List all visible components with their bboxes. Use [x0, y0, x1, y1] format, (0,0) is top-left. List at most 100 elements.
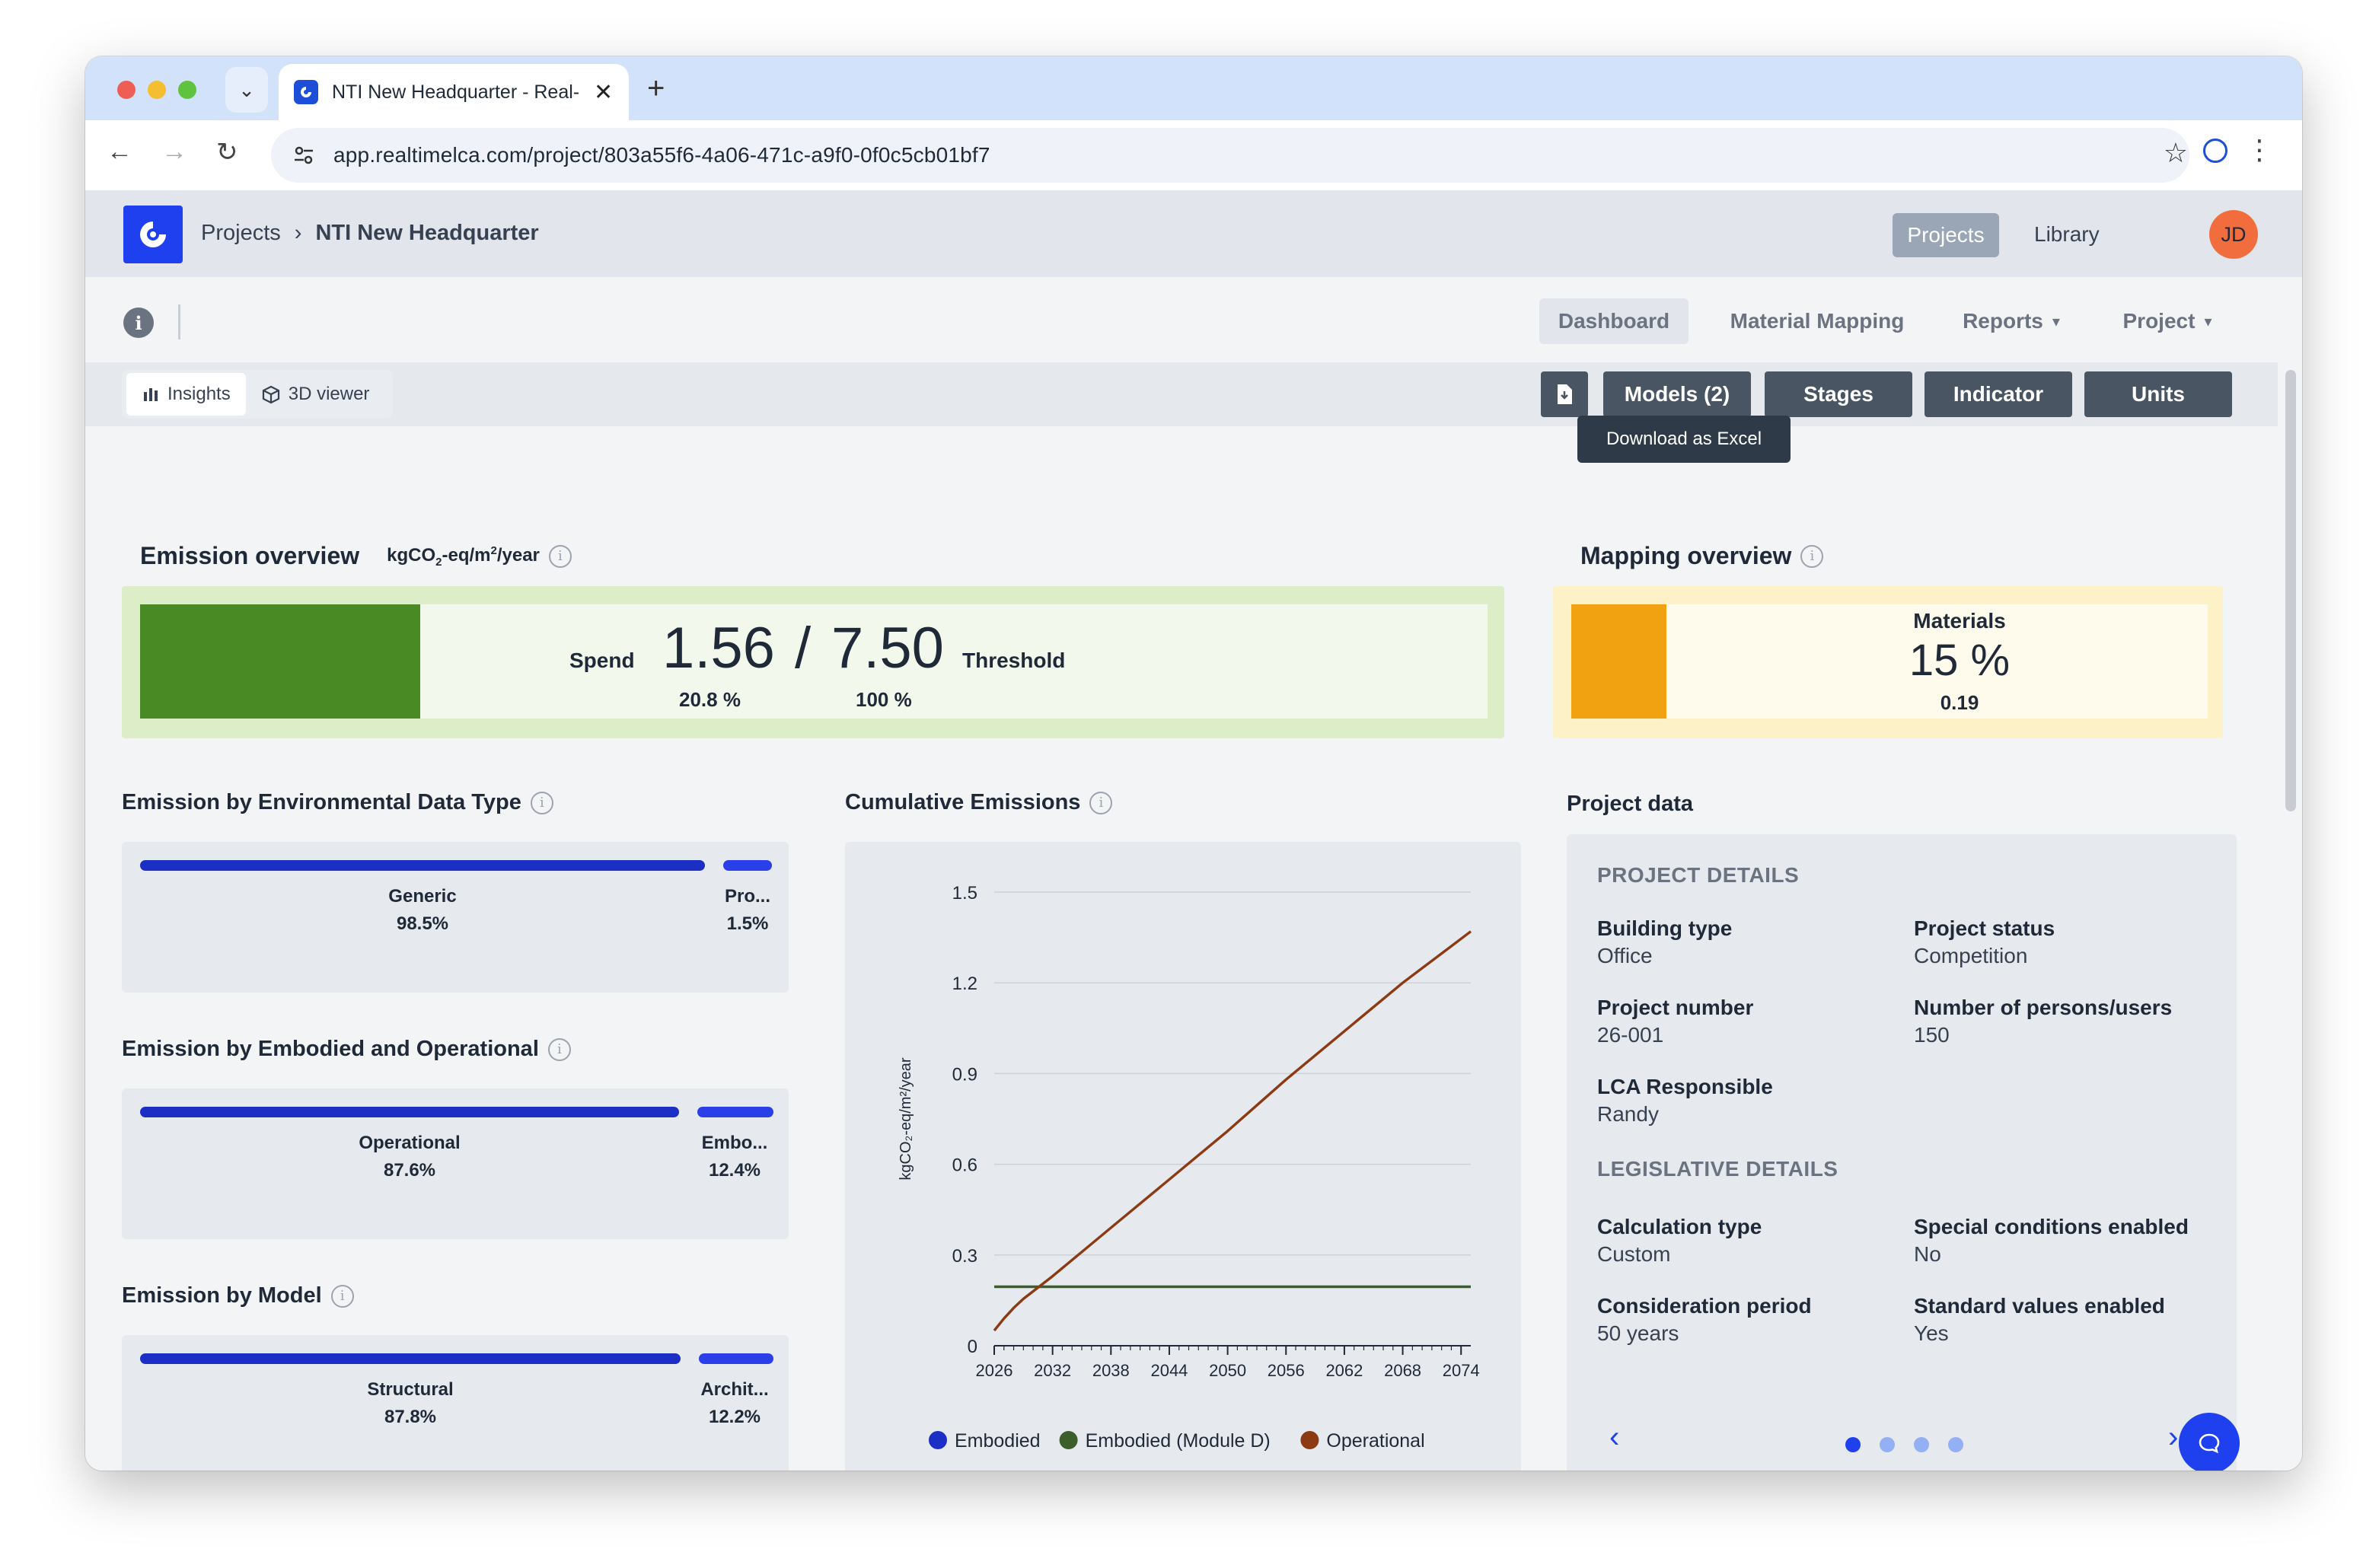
close-tab-icon[interactable]: ✕	[594, 79, 614, 105]
y-tick-label: 0	[968, 1337, 977, 1357]
new-tab-button[interactable]: +	[647, 72, 665, 105]
materials-percent: 15 %	[1909, 636, 2011, 685]
x-tick-label: 2038	[1092, 1361, 1130, 1380]
pagination-dot[interactable]	[1948, 1437, 1963, 1452]
unit-prefix: kgCO	[387, 544, 436, 566]
next-page-icon[interactable]: ›	[2168, 1420, 2179, 1454]
legend-marker[interactable]	[1300, 1431, 1319, 1449]
threshold-value: 7.50	[831, 616, 944, 680]
stages-button[interactable]: Stages	[1765, 371, 1912, 417]
scrollbar[interactable]	[2278, 362, 2302, 1471]
profile-icon[interactable]	[2203, 139, 2227, 163]
browser-tab[interactable]: NTI New Headquarter - Real- ✕	[279, 64, 629, 120]
x-tick-label: 2056	[1268, 1361, 1305, 1380]
structural-bar[interactable]	[140, 1353, 681, 1364]
mapping-progress-track: Materials 15 % 0.19	[1571, 604, 2208, 719]
nav-projects-button[interactable]: Projects	[1893, 213, 1999, 257]
minimize-window-button[interactable]	[148, 81, 166, 99]
tab-reports[interactable]: Reports ▾	[1950, 298, 2072, 344]
persons-label: Number of persons/users	[1914, 996, 2173, 1019]
units-button[interactable]: Units	[2084, 371, 2232, 417]
persons-value: 150	[1914, 1023, 1950, 1047]
dashboard-content: Emission overview kgCO2-eq/m2/year i Spe…	[85, 426, 2278, 1471]
breadcrumb-projects-link[interactable]: Projects	[201, 221, 281, 245]
operational-bar[interactable]	[140, 1107, 679, 1117]
structural-label: Structural 87.8%	[140, 1376, 681, 1431]
tab-title: NTI New Headquarter - Real-	[332, 81, 580, 103]
user-avatar[interactable]: JD	[2209, 210, 2258, 259]
tab-project[interactable]: Project ▾	[2110, 298, 2224, 344]
y-tick-label: 1.5	[952, 883, 977, 904]
tab-search-button[interactable]: ⌄	[225, 67, 268, 113]
generic-percent: 98.5%	[396, 913, 449, 934]
emission-overview-heading: Emission overview	[140, 542, 360, 569]
legend-label[interactable]: Embodied	[955, 1430, 1041, 1452]
download-excel-button[interactable]	[1541, 371, 1588, 417]
chevron-down-icon: ⌄	[238, 78, 255, 101]
legend-marker[interactable]	[1059, 1431, 1078, 1449]
y-tick-label: 0.9	[952, 1064, 977, 1085]
site-settings-icon[interactable]	[292, 144, 315, 167]
product-percent: 1.5%	[726, 913, 769, 934]
browser-menu-icon[interactable]: ⋮	[2246, 134, 2273, 165]
info-icon[interactable]: i	[1089, 791, 1113, 814]
pagination-dot[interactable]	[1880, 1437, 1895, 1452]
tab-dashboard[interactable]: Dashboard	[1539, 298, 1689, 344]
download-tooltip: Download as Excel	[1577, 416, 1791, 463]
project-status-label: Project status	[1914, 916, 2055, 940]
info-icon[interactable]: i	[330, 1284, 354, 1308]
cumulative-chart-card: 0 0.3 0.6 0.9 1.2 1.5 2026 2032 2038 2044 2050 2056…	[845, 842, 1521, 1471]
standard-values-label: Standard values enabled	[1914, 1294, 2165, 1318]
structural-name: Structural	[367, 1379, 454, 1400]
maximize-window-button[interactable]	[178, 81, 196, 99]
info-icon[interactable]: i	[123, 308, 154, 338]
generic-bar[interactable]	[140, 860, 705, 871]
close-window-button[interactable]	[117, 81, 136, 99]
breadcrumb: Projects › NTI New Headquarter	[201, 221, 539, 246]
pagination-dot[interactable]	[1845, 1437, 1861, 1452]
info-icon[interactable]: i	[1800, 544, 1824, 568]
architectural-bar[interactable]	[699, 1353, 773, 1364]
product-specific-bar[interactable]	[723, 860, 772, 871]
tab-material-mapping[interactable]: Material Mapping	[1730, 309, 1905, 333]
scrollbar-thumb[interactable]	[2285, 370, 2296, 811]
value-separator: /	[795, 616, 812, 680]
forward-arrow-icon[interactable]: →	[161, 137, 187, 166]
insights-toggle[interactable]: Insights	[126, 373, 246, 416]
threshold-percent: 100 %	[856, 688, 912, 711]
app-logo[interactable]	[123, 206, 183, 263]
back-arrow-icon[interactable]: ←	[107, 137, 132, 166]
chat-button[interactable]	[2179, 1413, 2240, 1471]
lca-responsible-value: Randy	[1597, 1102, 1659, 1126]
previous-page-icon[interactable]: ‹	[1609, 1420, 1620, 1454]
consideration-period-label: Consideration period	[1597, 1294, 1812, 1318]
reload-icon[interactable]: ↻	[216, 138, 238, 167]
3d-viewer-toggle[interactable]: 3D viewer	[246, 373, 385, 416]
info-icon[interactable]: i	[548, 544, 572, 568]
emission-unit: kgCO2-eq/m2/year	[387, 544, 540, 569]
chevron-right-icon: ›	[294, 221, 302, 245]
emission-overview-card: Spend 1.56 / 7.50 Threshold 20.8 % 100 %	[122, 586, 1504, 738]
info-icon[interactable]: i	[530, 791, 553, 814]
tab-strip: ⌄ NTI New Headquarter - Real- ✕ +	[85, 56, 2302, 120]
legend-marker[interactable]	[929, 1431, 947, 1449]
cumulative-chart: 0 0.3 0.6 0.9 1.2 1.5 2026 2032 2038 2044 2050 2056…	[898, 883, 1480, 1452]
divider	[178, 304, 180, 339]
series-line-operational[interactable]	[993, 930, 1472, 1332]
x-tick-label: 2068	[1384, 1361, 1421, 1380]
embodied-bar[interactable]	[697, 1107, 773, 1117]
favicon-icon	[294, 80, 318, 104]
project-details-heading: PROJECT DETAILS	[1597, 863, 1800, 887]
bookmark-star-icon[interactable]: ☆	[2163, 137, 2188, 168]
info-icon[interactable]: i	[547, 1037, 571, 1061]
pagination-dot[interactable]	[1914, 1437, 1929, 1452]
indicator-button[interactable]: Indicator	[1925, 371, 2072, 417]
legend-label[interactable]: Embodied (Module D)	[1086, 1430, 1271, 1452]
special-conditions-value: No	[1914, 1242, 1941, 1266]
models-button[interactable]: Models (2)	[1603, 371, 1751, 417]
legend-label[interactable]: Operational	[1326, 1430, 1424, 1452]
nav-library-link[interactable]: Library	[2034, 222, 2100, 246]
address-bar[interactable]: app.realtimelca.com/project/803a55f6-4a0…	[271, 128, 2189, 183]
tab-reports-label: Reports	[1963, 309, 2043, 333]
operational-percent: 87.6%	[383, 1160, 436, 1181]
